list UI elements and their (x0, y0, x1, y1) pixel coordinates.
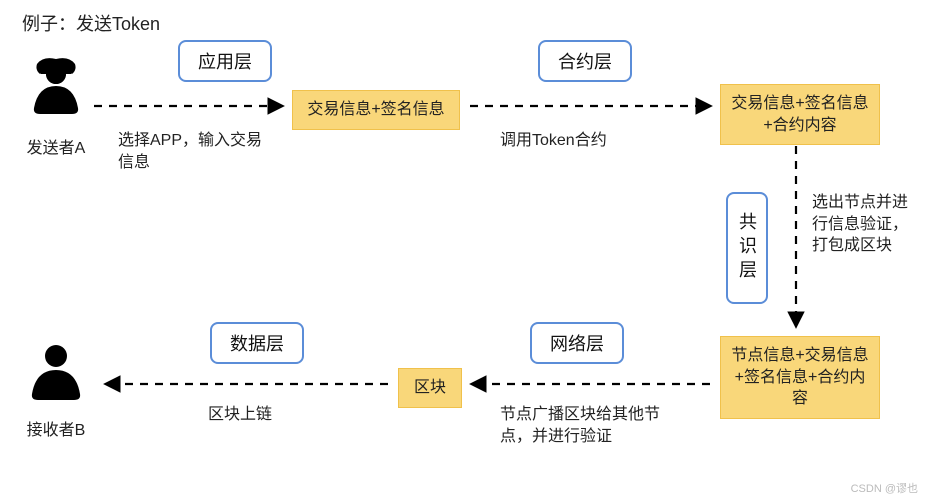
layer-app: 应用层 (178, 40, 272, 82)
desc-network: 节点广播区块给其他节点，并进行验证 (500, 404, 670, 447)
diagram-title: 例子：发送Token (22, 10, 160, 36)
layer-data: 数据层 (210, 322, 304, 364)
watermark: CSDN @谬也 (851, 480, 918, 496)
box-node-tx-sig-contract: 节点信息+交易信息+签名信息+合约内容 (720, 336, 880, 419)
sender-person-icon (30, 58, 82, 128)
sender-label: 发送者A (18, 134, 94, 158)
desc-contract: 调用Token合约 (500, 130, 660, 152)
desc-app: 选择APP，输入交易信息 (118, 130, 268, 173)
receiver-label: 接收者B (18, 416, 94, 440)
flow-arrows (0, 0, 926, 500)
box-tx-sig: 交易信息+签名信息 (292, 90, 460, 130)
layer-network: 网络层 (530, 322, 624, 364)
layer-contract: 合约层 (538, 40, 632, 82)
box-tx-sig-contract: 交易信息+签名信息+合约内容 (720, 84, 880, 145)
receiver-person-icon (30, 340, 82, 410)
desc-consensus: 选出节点并进行信息验证，打包成区块 (812, 192, 922, 257)
layer-consensus: 共识层 (726, 192, 768, 304)
box-block: 区块 (398, 368, 462, 408)
desc-data: 区块上链 (208, 404, 328, 426)
